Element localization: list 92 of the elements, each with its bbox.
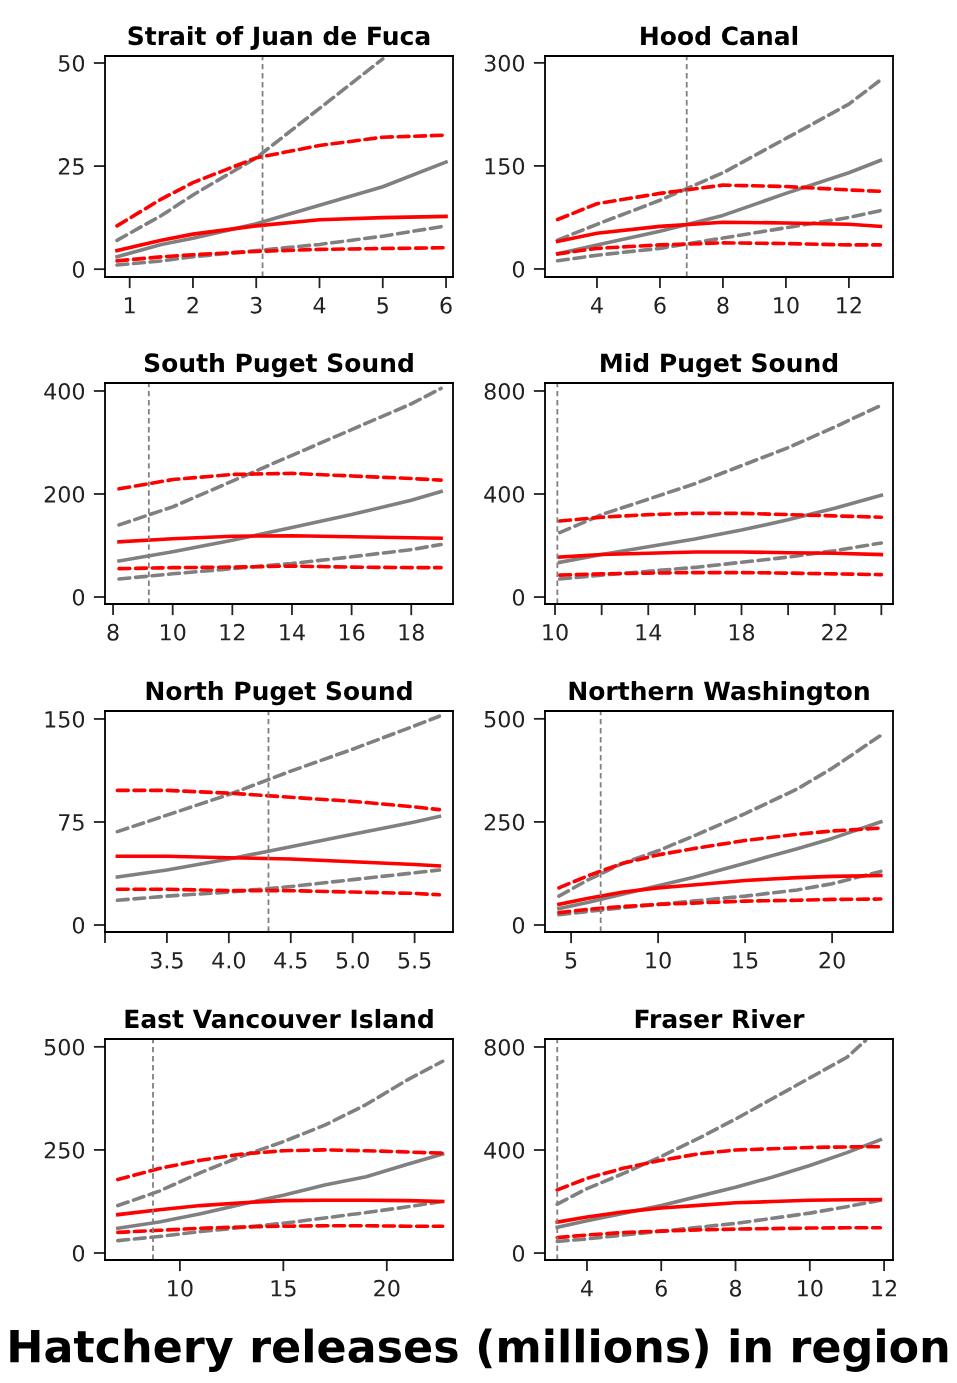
x-tick-label: 10 [543, 623, 568, 641]
x-tick-label: 10 [168, 1279, 193, 1297]
x-tick-label: 14 [636, 624, 662, 641]
y-tick-label: 200 [44, 485, 85, 503]
x-tick-label: 14 [280, 624, 305, 641]
y-tick-label: 400 [484, 1141, 525, 1159]
x-tick-label: 2 [187, 296, 198, 314]
x-tick-label: 10 [798, 1279, 823, 1297]
x-tick-label: 20 [819, 951, 845, 969]
y-tick-label: 800 [484, 382, 525, 400]
line-series [557, 873, 883, 907]
line-series [115, 245, 448, 263]
y-tick-label: 500 [484, 710, 525, 728]
y-tick-label: 800 [484, 1038, 525, 1056]
line-series [555, 183, 883, 222]
y-tick-label: 75 [59, 814, 84, 831]
y-tick-label: 400 [44, 382, 85, 400]
line-series [555, 220, 883, 244]
line-series [115, 788, 442, 812]
x-tick-label: 4 [580, 1280, 593, 1297]
x-tick-label: 3 [250, 296, 262, 314]
y-tick-label: 300 [484, 54, 525, 72]
x-tick-label: 20 [374, 1279, 400, 1297]
x-tick-label: 16 [339, 623, 365, 641]
chart-title: Northern Washington [569, 680, 869, 706]
x-tick-label: 5.5 [398, 952, 431, 969]
y-tick-label: 400 [484, 485, 525, 503]
x-tick-label: 22 [822, 623, 847, 641]
y-tick-label: 0 [72, 916, 85, 934]
y-tick-label: 0 [512, 589, 525, 606]
chart-title: South Puget Sound [144, 352, 413, 378]
x-tick-label: 15 [271, 1280, 296, 1297]
x-tick-label: 6 [654, 296, 666, 314]
chart-title: Strait of Juan de Fuca [128, 25, 430, 50]
y-tick-label: 250 [484, 813, 525, 831]
y-tick-label: 0 [72, 1244, 85, 1262]
y-tick-label: 0 [72, 588, 85, 606]
x-tick-label: 12 [837, 296, 861, 314]
x-tick-label: 5 [377, 297, 388, 314]
chart-title: North Puget Sound [146, 680, 412, 706]
x-tick-label: 6 [440, 296, 452, 314]
x-tick-label: 3.5 [150, 951, 183, 969]
x-tick-label: 5 [565, 952, 577, 969]
y-tick-label: 50 [58, 54, 85, 72]
y-tick-label: 0 [72, 261, 85, 278]
x-tick-label: 18 [399, 623, 424, 641]
line-series [555, 1144, 883, 1192]
x-tick-label: 12 [220, 623, 245, 641]
y-tick-label: 0 [512, 916, 525, 934]
chart-title: Fraser River [635, 1008, 805, 1029]
chart-title: East Vancouver Island [125, 1008, 433, 1029]
x-tick-label: 4 [313, 297, 326, 314]
line-series [116, 1198, 445, 1217]
y-tick-label: 150 [485, 157, 525, 175]
x-tick-label: 10 [774, 296, 799, 314]
chart-title: Hood Canal [641, 25, 798, 46]
x-tick-label: 18 [729, 623, 755, 641]
y-tick-label: 500 [44, 1038, 85, 1056]
line-series [557, 826, 883, 890]
line-series [555, 241, 883, 256]
line-series [557, 511, 884, 523]
x-tick-label: 8 [107, 623, 119, 641]
line-series [557, 541, 884, 581]
x-tick-label: 6 [655, 1279, 667, 1297]
line-series [557, 897, 883, 915]
line-series [117, 471, 443, 491]
line-series [555, 208, 883, 263]
x-tick-label: 4 [590, 297, 603, 314]
x-tick-label: 4.5 [274, 952, 307, 969]
x-tick-label: 8 [717, 296, 729, 314]
x-tick-label: 8 [729, 1279, 742, 1297]
y-tick-label: 0 [512, 1245, 525, 1262]
x-tick-label: 10 [160, 623, 186, 641]
line-series [117, 533, 443, 544]
text: Hatchery releases (millions) in region [10, 1328, 948, 1372]
line-series [116, 1148, 445, 1182]
x-tick-label: 5.0 [336, 951, 369, 969]
x-tick-label: 12 [872, 1279, 896, 1297]
chart-title: Mid Puget Sound [601, 352, 838, 378]
x-tick-label: 1 [125, 297, 135, 314]
line-series [116, 1223, 445, 1235]
y-tick-label: 0 [512, 260, 525, 278]
x-tick-label: 10 [646, 951, 671, 969]
y-tick-label: 150 [45, 710, 85, 728]
x-tick-label: 4.0 [212, 951, 246, 969]
line-series [115, 214, 448, 253]
line-series [555, 1197, 883, 1224]
y-tick-label: 250 [44, 1141, 85, 1159]
y-tick-label: 25 [58, 158, 84, 175]
line-series [555, 1225, 883, 1240]
line-series [115, 854, 442, 868]
x-tick-label: 15 [733, 952, 758, 969]
